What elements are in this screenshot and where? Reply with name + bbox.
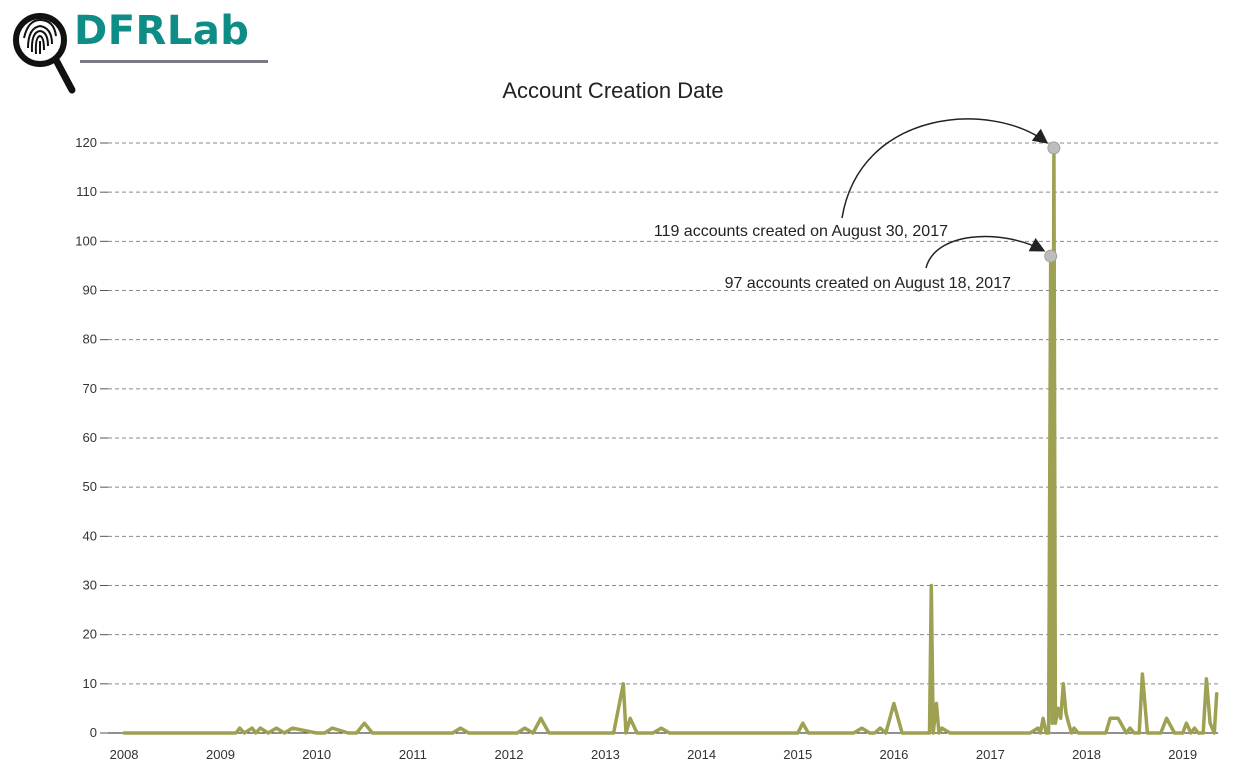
- x-tick-label: 2017: [976, 747, 1005, 762]
- chart-title: Account Creation Date: [502, 78, 724, 103]
- annotation-label: 97 accounts created on August 18, 2017: [725, 275, 1012, 292]
- x-tick-label: 2019: [1168, 747, 1197, 762]
- x-tick-label: 2013: [591, 747, 620, 762]
- annotation-point: [1044, 249, 1058, 263]
- x-tick-label: 2010: [302, 747, 331, 762]
- y-tick-label: 80: [83, 332, 97, 347]
- x-tick-label: 2015: [783, 747, 812, 762]
- axes: 0 10 20 30 40 50 60 70 80 90 100 110 120 2008 2009 2010…: [75, 135, 1218, 762]
- x-tick-label: 2011: [399, 747, 427, 762]
- annotation-arrow: [925, 235, 1046, 269]
- x-tick-label: 2014: [687, 747, 716, 762]
- logo-underline: [80, 60, 268, 63]
- y-tick-label: 90: [83, 283, 97, 298]
- y-tick-label: 10: [83, 676, 97, 691]
- y-tick-label: 110: [76, 184, 97, 199]
- annotation-arrow: [841, 118, 1049, 219]
- y-tick-label: 70: [83, 381, 97, 396]
- y-tick-label: 40: [83, 528, 97, 543]
- annotation-point: [1047, 141, 1061, 155]
- x-tick-label: 2016: [879, 747, 908, 762]
- y-tick-label: 50: [83, 479, 97, 494]
- fingerprint-magnifier-icon: [13, 13, 76, 94]
- y-tick-label: 100: [75, 233, 97, 248]
- gridlines: [108, 142, 1218, 685]
- y-tick-label: 20: [83, 627, 97, 642]
- x-tick-label: 2008: [110, 747, 139, 762]
- x-tick-label: 2009: [206, 747, 235, 762]
- series: [122, 146, 1219, 735]
- x-tick-label: 2012: [495, 747, 524, 762]
- y-tick-label: 120: [75, 135, 97, 150]
- y-tick-label: 30: [83, 578, 97, 593]
- y-tick-label: 60: [83, 430, 97, 445]
- series-line: [122, 146, 1219, 735]
- annotations: 119 accounts created on August 30, 2017 9…: [654, 118, 1061, 292]
- x-tick-label: 2018: [1072, 747, 1101, 762]
- y-tick-label: 0: [90, 725, 97, 740]
- dfrlab-logo: DFRLab: [0, 0, 300, 100]
- annotation-label: 119 accounts created on August 30, 2017: [654, 223, 948, 240]
- logo-wordmark: DFRLab: [74, 8, 250, 54]
